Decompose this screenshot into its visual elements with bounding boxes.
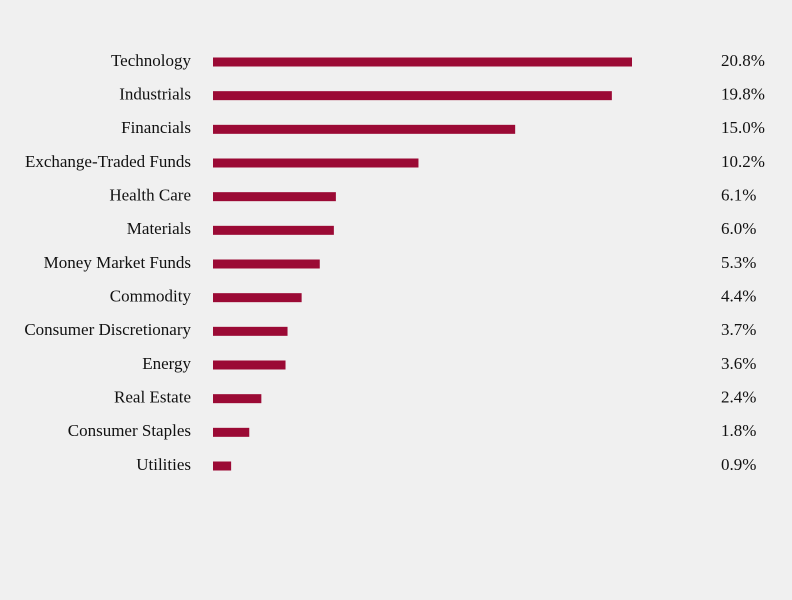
category-label: Consumer Discretionary: [24, 320, 191, 339]
category-label: Commodity: [110, 287, 192, 306]
category-label: Exchange-Traded Funds: [25, 152, 191, 171]
category-label: Money Market Funds: [44, 253, 191, 272]
bar: [213, 259, 320, 269]
value-label: 1.8%: [721, 421, 756, 440]
bar: [213, 57, 632, 67]
category-label: Real Estate: [114, 388, 191, 407]
value-label: 5.3%: [721, 253, 756, 272]
bar: [213, 192, 336, 202]
bar: [213, 91, 612, 101]
value-label: 6.1%: [721, 186, 756, 205]
value-label: 4.4%: [721, 287, 756, 306]
category-label: Technology: [111, 51, 192, 70]
bar: [213, 360, 286, 370]
value-label: 10.2%: [721, 152, 765, 171]
category-label: Financials: [121, 118, 191, 137]
value-label: 20.8%: [721, 51, 765, 70]
value-label: 3.7%: [721, 320, 756, 339]
bar: [213, 394, 262, 404]
value-label: 6.0%: [721, 219, 756, 238]
category-label: Utilities: [136, 455, 191, 474]
category-label: Industrials: [119, 85, 191, 104]
bar: [213, 158, 419, 168]
category-label: Consumer Staples: [68, 421, 191, 440]
value-label: 15.0%: [721, 118, 765, 137]
bar: [213, 461, 232, 471]
value-label: 3.6%: [721, 354, 756, 373]
bar: [213, 293, 302, 303]
category-label: Health Care: [109, 186, 191, 205]
bar: [213, 326, 288, 336]
value-label: 0.9%: [721, 455, 756, 474]
category-label: Energy: [142, 354, 191, 373]
value-label: 2.4%: [721, 388, 756, 407]
bar: [213, 225, 334, 235]
value-label: 19.8%: [721, 85, 765, 104]
category-label: Materials: [127, 219, 191, 238]
bar: [213, 124, 516, 134]
bar: [213, 427, 250, 437]
